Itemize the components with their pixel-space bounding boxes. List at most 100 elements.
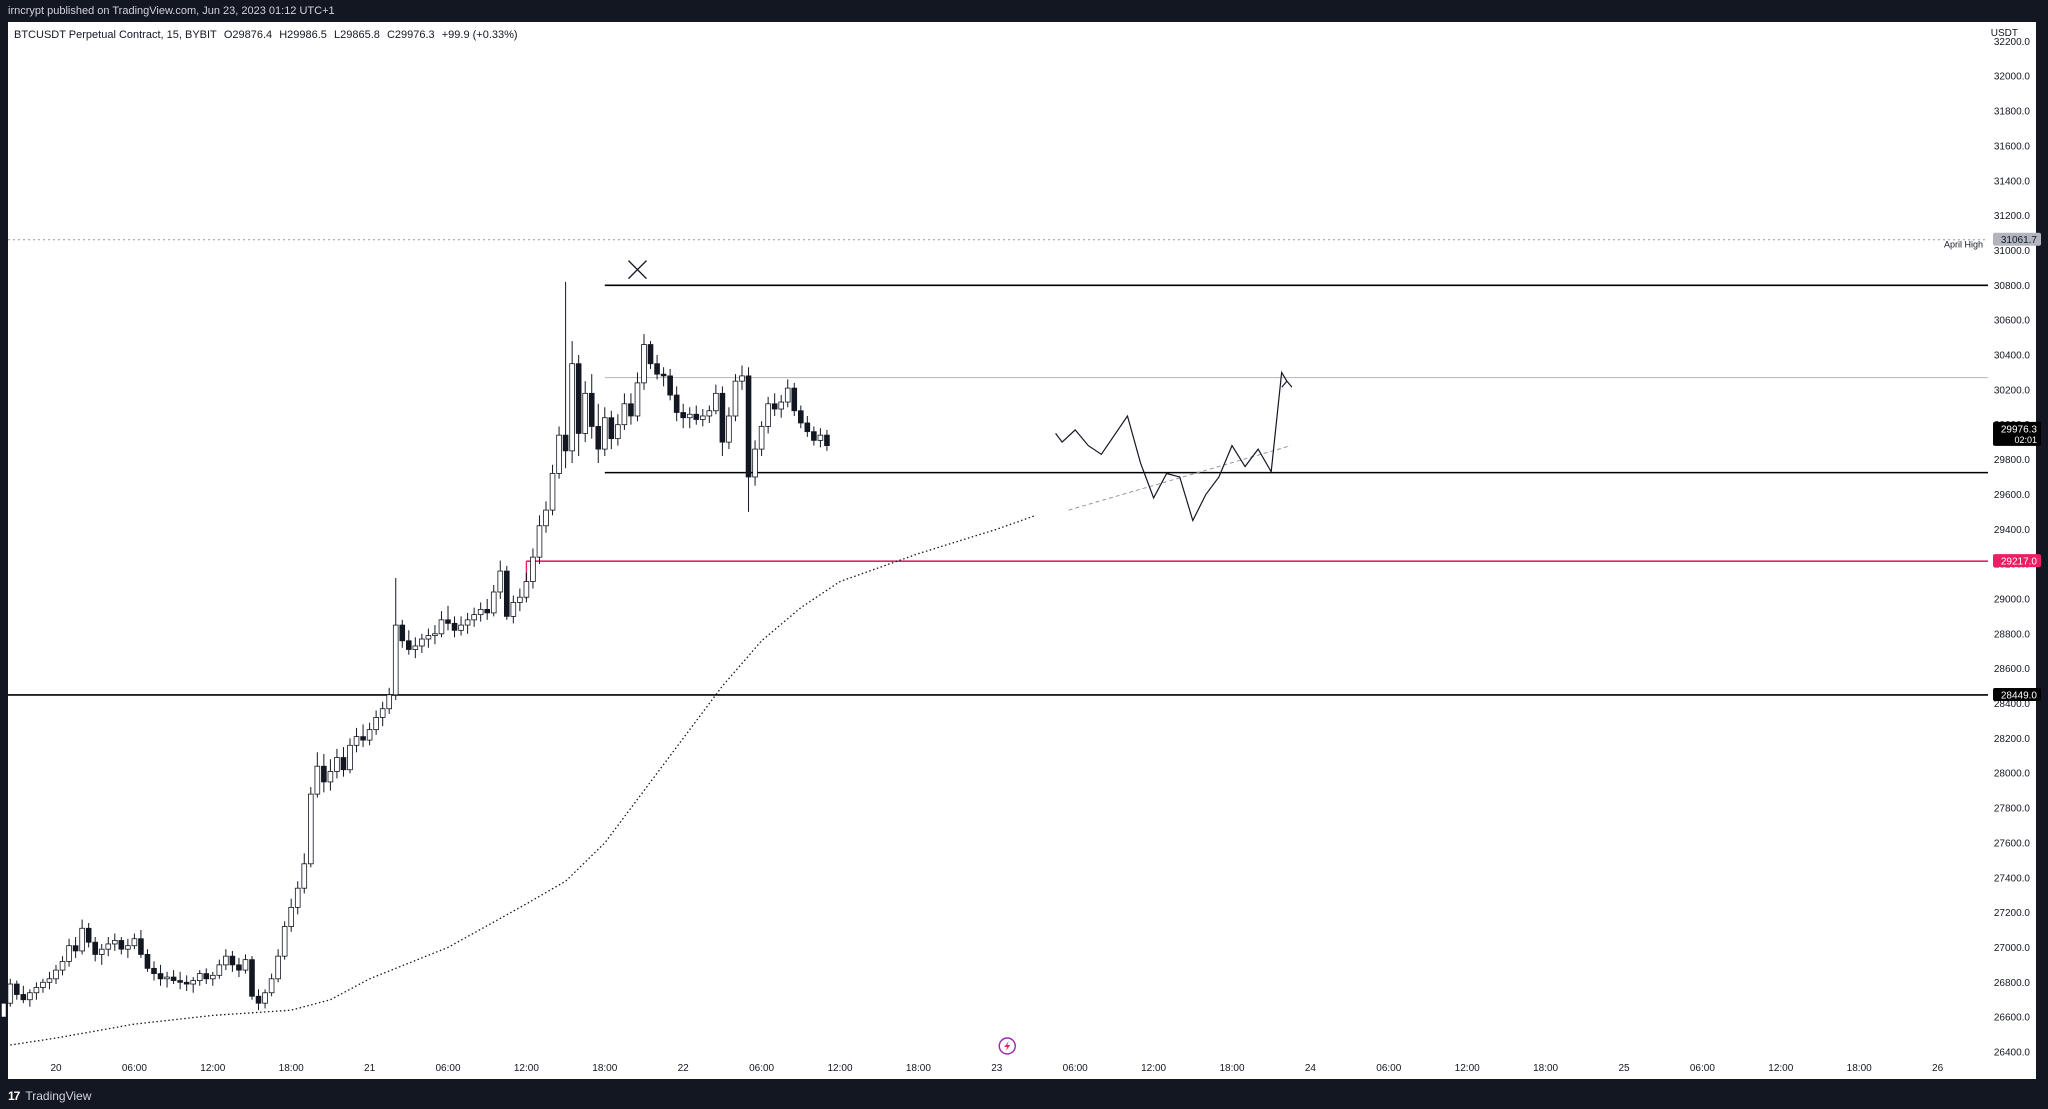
- candle-body: [20, 994, 27, 1001]
- candle-body: [138, 938, 144, 955]
- symbol-legend: BTCUSDT Perpetual Contract, 15, BYBIT O2…: [14, 29, 522, 41]
- x-tick-label: 06:00: [749, 1063, 774, 1074]
- y-tick-label: 29400.0: [1994, 525, 2031, 536]
- candle-body: [556, 434, 562, 474]
- price-tag-label: 28449.0: [2001, 690, 2038, 701]
- candle-body: [641, 344, 647, 384]
- candle-body: [301, 863, 308, 889]
- candle-body: [53, 969, 59, 980]
- candle-body: [40, 981, 46, 988]
- candle-body: [7, 983, 14, 1004]
- y-tick-label: 26400.0: [1994, 1048, 2031, 1059]
- candle-body: [203, 973, 210, 980]
- candle-body: [262, 992, 268, 1004]
- candle-body: [490, 591, 497, 614]
- candle-body: [713, 392, 719, 412]
- candle-body: [334, 757, 340, 772]
- candle-body: [157, 973, 164, 980]
- candle-body: [314, 765, 321, 795]
- candle-body: [791, 387, 798, 412]
- x-tick-label: 18:00: [1533, 1063, 1558, 1074]
- candle-body: [353, 736, 360, 746]
- x-tick-label: 18:00: [1219, 1063, 1244, 1074]
- candle-body: [628, 403, 634, 417]
- y-tick-label: 31400.0: [1994, 176, 2031, 187]
- legend-close: C29976.3: [386, 29, 435, 41]
- legend-open: O29876.4: [223, 29, 273, 41]
- x-tick-label: 18:00: [279, 1063, 304, 1074]
- price-tag-countdown: 02:01: [2014, 435, 2037, 445]
- candle-body: [575, 363, 582, 434]
- candle-body: [183, 981, 190, 985]
- y-tick-label: 32200.0: [1994, 37, 2031, 48]
- price-tag: [1993, 421, 2041, 446]
- candle-body: [399, 624, 406, 642]
- y-tick-label: 31800.0: [1994, 107, 2031, 118]
- candle-body: [536, 525, 543, 558]
- y-tick-label: 27200.0: [1994, 908, 2031, 919]
- x-tick-label: 06:00: [1376, 1063, 1401, 1074]
- candle-body: [33, 987, 40, 994]
- x-tick-label: 18:00: [592, 1063, 617, 1074]
- y-tick-label: 28000.0: [1994, 769, 2031, 780]
- candle-body: [242, 959, 249, 971]
- price-tag: [1993, 687, 2041, 701]
- candle-body: [451, 622, 458, 631]
- y-tick-label: 30800.0: [1994, 281, 2031, 292]
- published-caption: irncrypt published on TradingView.com, J…: [8, 5, 335, 17]
- candle-body: [477, 609, 484, 616]
- candle-body: [131, 938, 138, 947]
- candle-body: [817, 434, 824, 441]
- candle-body: [347, 744, 353, 771]
- projection-path[interactable]: [1055, 370, 1288, 523]
- x-tick-label: 20: [50, 1063, 62, 1074]
- candle-body: [445, 619, 451, 624]
- y-tick-label: 30200.0: [1994, 385, 2031, 396]
- candle-body: [249, 959, 255, 997]
- x-tick-label: 25: [1618, 1063, 1630, 1074]
- y-tick-label: 26800.0: [1994, 978, 2031, 989]
- candle-body: [432, 633, 438, 636]
- currency-label[interactable]: USDT: [1991, 28, 2018, 39]
- candle-body: [209, 974, 216, 980]
- lightning-icon-glyph: [1004, 1041, 1011, 1051]
- y-tick-label: 31000.0: [1994, 246, 2031, 257]
- price-tag: [1993, 554, 2041, 568]
- candle-body: [464, 619, 471, 626]
- candle-body: [726, 415, 732, 443]
- candle-body: [517, 596, 523, 603]
- candle-body: [379, 708, 386, 718]
- candle-body: [595, 426, 602, 450]
- x-tick-label: 26: [1932, 1063, 1944, 1074]
- candle-body: [125, 945, 131, 950]
- april-high-label: April High: [1944, 240, 1983, 250]
- candle-body: [510, 602, 517, 617]
- candle-body: [798, 410, 804, 424]
- tradingview-logo[interactable]: 17 TradingView: [8, 1083, 91, 1109]
- candle-body: [144, 954, 151, 969]
- legend-symbol[interactable]: BTCUSDT Perpetual Contract, 15, BYBIT: [14, 29, 217, 41]
- candle-body: [255, 995, 262, 1004]
- candle-body: [602, 417, 608, 450]
- candle-body: [582, 392, 588, 434]
- price-tag-label: 29217.0: [2001, 557, 2038, 568]
- candle-body: [268, 978, 275, 994]
- candle-body: [621, 403, 628, 426]
- projection-arrowhead: [1281, 380, 1293, 388]
- candle-body: [112, 940, 118, 945]
- candle-body: [59, 960, 66, 971]
- y-tick-label: 29000.0: [1994, 594, 2031, 605]
- x-tick-label: 12:00: [827, 1063, 852, 1074]
- y-tick-label: 28800.0: [1994, 629, 2031, 640]
- candle-body: [275, 955, 281, 980]
- candle-body: [425, 635, 432, 640]
- candle-body: [223, 955, 229, 966]
- price-tag-label: 31061.7: [2001, 235, 2038, 246]
- candle-body: [503, 570, 510, 617]
- candle-body: [824, 434, 830, 447]
- x-tick-label: 23: [991, 1063, 1003, 1074]
- candle-body: [340, 757, 347, 771]
- tradingview-brand-label: TradingView: [25, 1089, 92, 1103]
- candle-body: [752, 448, 758, 478]
